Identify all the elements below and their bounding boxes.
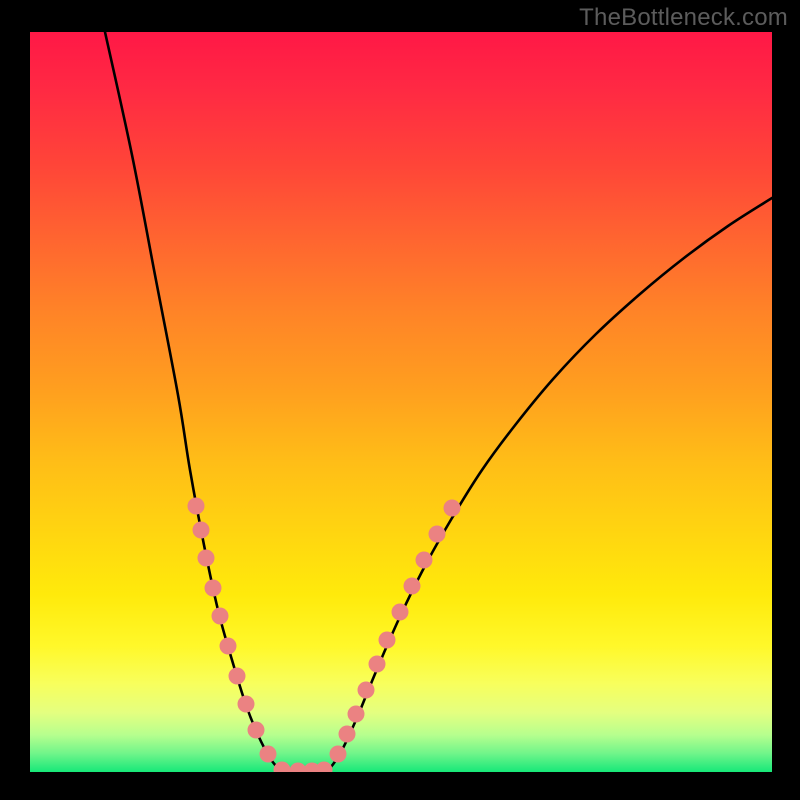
curve-marker-dot — [339, 726, 356, 743]
curve-marker-dot — [416, 552, 433, 569]
curve-marker-dot — [193, 522, 210, 539]
curve-marker-dot — [198, 550, 215, 567]
curve-marker-dot — [358, 682, 375, 699]
curve-marker-dot — [392, 604, 409, 621]
chart-background-gradient — [30, 32, 772, 772]
curve-marker-dot — [330, 746, 347, 763]
curve-marker-dot — [429, 526, 446, 543]
bottleneck-chart — [0, 0, 800, 800]
curve-marker-dot — [188, 498, 205, 515]
curve-marker-dot — [260, 746, 277, 763]
curve-marker-dot — [348, 706, 365, 723]
curve-marker-dot — [229, 668, 246, 685]
curve-marker-dot — [238, 696, 255, 713]
curve-marker-dot — [220, 638, 237, 655]
watermark-text: TheBottleneck.com — [579, 4, 788, 32]
curve-marker-dot — [369, 656, 386, 673]
curve-marker-dot — [404, 578, 421, 595]
curve-marker-dot — [205, 580, 222, 597]
curve-marker-dot — [444, 500, 461, 517]
curve-marker-dot — [212, 608, 229, 625]
curve-marker-dot — [379, 632, 396, 649]
curve-marker-dot — [248, 722, 265, 739]
